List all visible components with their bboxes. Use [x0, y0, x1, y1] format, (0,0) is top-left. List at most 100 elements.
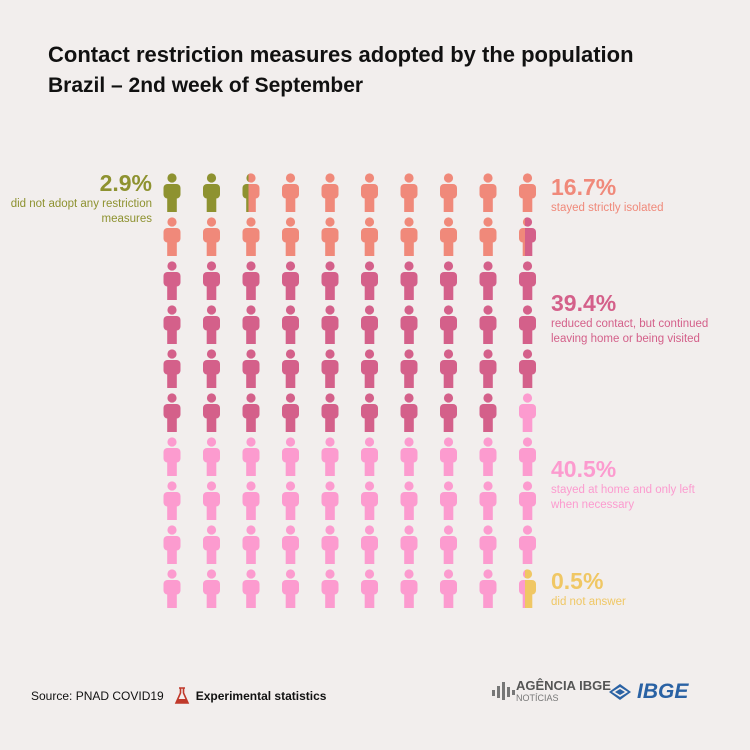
person-icon: [479, 217, 497, 256]
person-icon: [242, 217, 260, 256]
person-icon: [400, 393, 418, 432]
person-icon: [203, 305, 220, 344]
person-icon: [440, 393, 457, 432]
person-icon: [479, 525, 497, 564]
person-icon: [519, 217, 536, 256]
pct-strictly-isolated: 16.7%: [551, 174, 617, 200]
person-icon: [282, 525, 299, 564]
person-icon: [282, 481, 299, 520]
person-icon: [361, 525, 378, 564]
desc-reduced-contact: reduced contact, but continued leaving h…: [551, 318, 709, 345]
person-icon: [163, 349, 181, 388]
person-icon: [321, 305, 339, 344]
chart-subtitle: Brazil – 2nd week of September: [48, 74, 364, 97]
person-icon: [400, 525, 418, 564]
person-icon: [361, 261, 378, 300]
person-icon: [282, 393, 299, 432]
person-icon: [440, 173, 457, 212]
person-icon: [242, 525, 260, 564]
person-icon: [519, 173, 536, 212]
person-icon: [203, 349, 220, 388]
person-icon: [519, 525, 536, 564]
person-icon: [321, 217, 339, 256]
person-icon: [242, 173, 260, 212]
person-icon: [282, 569, 299, 608]
person-icon: [321, 569, 339, 608]
person-icon: [361, 481, 378, 520]
person-icon: [479, 305, 497, 344]
person-icon: [321, 261, 339, 300]
person-icon: [400, 305, 418, 344]
person-icon: [321, 173, 339, 212]
ibge-logo: IBGE: [607, 680, 688, 704]
person-icon: [242, 569, 260, 608]
person-icon: [321, 437, 339, 476]
person-icon: [163, 261, 181, 300]
person-icon: [479, 437, 497, 476]
person-icon: [440, 349, 457, 388]
agencia-ibge-logo-icon: [492, 682, 515, 700]
person-icon: [479, 481, 497, 520]
person-icon: [440, 437, 457, 476]
person-icon: [242, 481, 260, 520]
person-icon: [400, 349, 418, 388]
agencia-ibge-logo: AGÊNCIA IBGE NOTÍCIAS: [492, 679, 611, 704]
person-icon: [479, 569, 497, 608]
person-icon: [203, 525, 220, 564]
person-icon: [440, 261, 457, 300]
experimental-text: Experimental statistics: [195, 689, 327, 703]
person-icon: [400, 481, 418, 520]
person-icon: [361, 437, 378, 476]
person-icon: [479, 393, 497, 432]
person-icon: [163, 305, 181, 344]
person-icon: [321, 525, 339, 564]
person-icon: [400, 173, 418, 212]
person-icon: [400, 217, 418, 256]
person-icon: [440, 481, 457, 520]
person-icon: [440, 525, 457, 564]
agencia-ibge-text: AGÊNCIA IBGE NOTÍCIAS: [516, 679, 611, 704]
person-icon: [519, 349, 536, 388]
person-icon: [400, 569, 418, 608]
person-icon: [321, 481, 339, 520]
person-icon: [361, 173, 378, 212]
person-icon: [282, 173, 299, 212]
person-icon: [440, 217, 457, 256]
person-icon: [242, 349, 260, 388]
pct-not-adopt: 2.9%: [99, 170, 152, 196]
person-icon: [479, 261, 497, 300]
person-icon: [163, 173, 181, 212]
person-icon: [242, 261, 260, 300]
person-icon: [282, 437, 299, 476]
desc-not-adopt: did not adopt any restriction measures: [10, 198, 152, 225]
person-icon: [519, 261, 536, 300]
person-icon: [203, 481, 220, 520]
person-icon: [361, 393, 378, 432]
person-icon: [203, 393, 220, 432]
person-icon: [479, 349, 497, 388]
person-icon: [163, 217, 181, 256]
person-icon: [203, 217, 220, 256]
flask-icon: [174, 687, 189, 704]
person-icon: [163, 569, 181, 608]
person-icon: [242, 305, 260, 344]
pct-stayed-home: 40.5%: [551, 456, 617, 482]
person-icon: [282, 305, 299, 344]
chart-title: Contact restriction measures adopted by …: [48, 42, 634, 67]
person-icon: [242, 393, 260, 432]
person-icon: [519, 569, 536, 608]
label-reduced-contact: 39.4% reduced contact, but continued lea…: [551, 290, 721, 347]
person-icon: [203, 437, 220, 476]
person-icon: [282, 261, 299, 300]
person-icon: [163, 525, 181, 564]
person-icon: [361, 305, 378, 344]
desc-strictly-isolated: stayed strictly isolated: [551, 202, 664, 214]
person-icon: [400, 261, 418, 300]
footer-source: Source: PNAD COVID19 Experimental statis…: [31, 687, 326, 705]
person-icon: [440, 569, 457, 608]
person-icon: [321, 349, 339, 388]
person-icon: [282, 217, 299, 256]
label-strictly-isolated: 16.7% stayed strictly isolated: [551, 174, 721, 216]
label-stayed-home: 40.5% stayed at home and only left when …: [551, 456, 721, 513]
